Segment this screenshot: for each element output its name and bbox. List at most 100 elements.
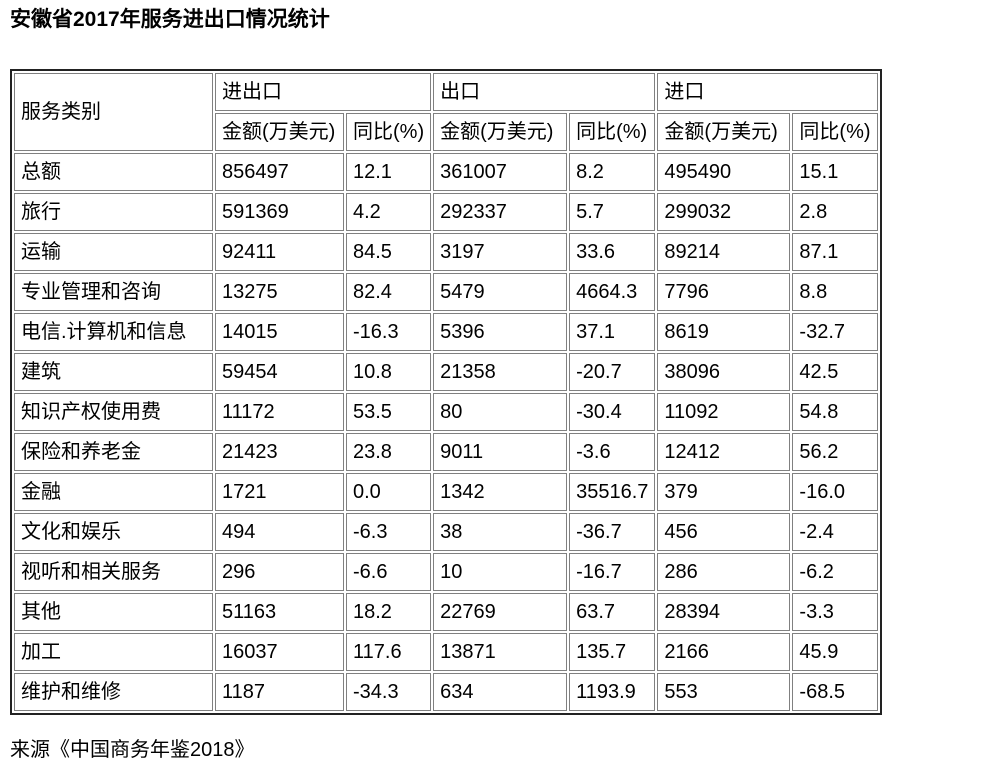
value-cell: 8.8	[792, 273, 878, 311]
value-cell: 12.1	[346, 153, 432, 191]
value-cell: 92411	[215, 233, 344, 271]
value-cell: 22769	[433, 593, 568, 631]
value-cell: 4.2	[346, 193, 432, 231]
value-cell: 38	[433, 513, 568, 551]
value-cell: 45.9	[792, 633, 878, 671]
value-cell: 5396	[433, 313, 568, 351]
value-cell: 1342	[433, 473, 568, 511]
category-cell: 其他	[14, 593, 213, 631]
source-note: 来源《中国商务年鉴2018》	[10, 739, 255, 761]
value-cell: 494	[215, 513, 344, 551]
value-cell: -32.7	[792, 313, 878, 351]
value-cell: 856497	[215, 153, 344, 191]
value-cell: 21423	[215, 433, 344, 471]
value-cell: 634	[433, 673, 568, 711]
col-header-yoy-export: 同比(%)	[569, 113, 656, 151]
category-cell: 文化和娱乐	[14, 513, 213, 551]
value-cell: -6.6	[346, 553, 432, 591]
value-cell: 12412	[657, 433, 791, 471]
value-cell: 8.2	[569, 153, 656, 191]
value-cell: -36.7	[569, 513, 656, 551]
value-cell: 3197	[433, 233, 568, 271]
category-cell: 旅行	[14, 193, 213, 231]
value-cell: 10	[433, 553, 568, 591]
value-cell: 28394	[657, 593, 791, 631]
value-cell: -3.3	[792, 593, 878, 631]
value-cell: 53.5	[346, 393, 432, 431]
col-group-export: 出口	[433, 73, 656, 111]
value-cell: 1721	[215, 473, 344, 511]
value-cell: 5.7	[569, 193, 656, 231]
value-cell: 80	[433, 393, 568, 431]
table-row: 知识产权使用费 11172 53.5 80 -30.4 11092 54.8	[14, 393, 878, 431]
value-cell: -16.3	[346, 313, 432, 351]
value-cell: 2166	[657, 633, 791, 671]
table-row: 视听和相关服务 296 -6.6 10 -16.7 286 -6.2	[14, 553, 878, 591]
value-cell: 0.0	[346, 473, 432, 511]
value-cell: 87.1	[792, 233, 878, 271]
col-header-service-category: 服务类别	[14, 73, 213, 151]
value-cell: -16.0	[792, 473, 878, 511]
category-cell: 维护和维修	[14, 673, 213, 711]
value-cell: 296	[215, 553, 344, 591]
header-sub-row: 金额(万美元) 同比(%) 金额(万美元) 同比(%) 金额(万美元) 同比(%…	[14, 113, 878, 151]
category-cell: 视听和相关服务	[14, 553, 213, 591]
value-cell: 5479	[433, 273, 568, 311]
category-cell: 知识产权使用费	[14, 393, 213, 431]
value-cell: 38096	[657, 353, 791, 391]
value-cell: 84.5	[346, 233, 432, 271]
value-cell: 16037	[215, 633, 344, 671]
value-cell: 14015	[215, 313, 344, 351]
header-group-row: 服务类别 进出口 出口 进口	[14, 73, 878, 151]
value-cell: 379	[657, 473, 791, 511]
table-header: 服务类别 进出口 出口 进口 金额(万美元) 同比(%) 金额(万美元) 同比(…	[14, 73, 878, 151]
value-cell: -30.4	[569, 393, 656, 431]
value-cell: 63.7	[569, 593, 656, 631]
table-row: 保险和养老金 21423 23.8 9011 -3.6 12412 56.2	[14, 433, 878, 471]
value-cell: 1193.9	[569, 673, 656, 711]
value-cell: -6.3	[346, 513, 432, 551]
value-cell: 11092	[657, 393, 791, 431]
table-row: 建筑 59454 10.8 21358 -20.7 38096 42.5	[14, 353, 878, 391]
col-header-amount-import: 金额(万美元)	[657, 113, 791, 151]
col-group-total-trade: 进出口	[215, 73, 432, 111]
category-cell: 总额	[14, 153, 213, 191]
value-cell: 495490	[657, 153, 791, 191]
value-cell: 18.2	[346, 593, 432, 631]
table-row: 金融 1721 0.0 1342 35516.7 379 -16.0	[14, 473, 878, 511]
table-row: 加工 16037 117.6 13871 135.7 2166 45.9	[14, 633, 878, 671]
value-cell: -3.6	[569, 433, 656, 471]
category-cell: 建筑	[14, 353, 213, 391]
table-row: 其他 51163 18.2 22769 63.7 28394 -3.3	[14, 593, 878, 631]
value-cell: 1187	[215, 673, 344, 711]
category-cell: 运输	[14, 233, 213, 271]
value-cell: 11172	[215, 393, 344, 431]
value-cell: 89214	[657, 233, 791, 271]
value-cell: 299032	[657, 193, 791, 231]
col-header-yoy-total: 同比(%)	[346, 113, 432, 151]
value-cell: -16.7	[569, 553, 656, 591]
table-row: 文化和娱乐 494 -6.3 38 -36.7 456 -2.4	[14, 513, 878, 551]
value-cell: -68.5	[792, 673, 878, 711]
value-cell: 456	[657, 513, 791, 551]
category-cell: 专业管理和咨询	[14, 273, 213, 311]
category-cell: 金融	[14, 473, 213, 511]
value-cell: 35516.7	[569, 473, 656, 511]
col-header-amount-export: 金额(万美元)	[433, 113, 568, 151]
table-row: 运输 92411 84.5 3197 33.6 89214 87.1	[14, 233, 878, 271]
value-cell: 591369	[215, 193, 344, 231]
value-cell: -20.7	[569, 353, 656, 391]
value-cell: 54.8	[792, 393, 878, 431]
table-row: 专业管理和咨询 13275 82.4 5479 4664.3 7796 8.8	[14, 273, 878, 311]
statistics-table: 服务类别 进出口 出口 进口 金额(万美元) 同比(%) 金额(万美元) 同比(…	[10, 69, 882, 715]
value-cell: 82.4	[346, 273, 432, 311]
value-cell: -34.3	[346, 673, 432, 711]
value-cell: 2.8	[792, 193, 878, 231]
value-cell: 10.8	[346, 353, 432, 391]
value-cell: 117.6	[346, 633, 432, 671]
table-row: 电信.计算机和信息 14015 -16.3 5396 37.1 8619 -32.7	[14, 313, 878, 351]
value-cell: 59454	[215, 353, 344, 391]
value-cell: 7796	[657, 273, 791, 311]
value-cell: 292337	[433, 193, 568, 231]
